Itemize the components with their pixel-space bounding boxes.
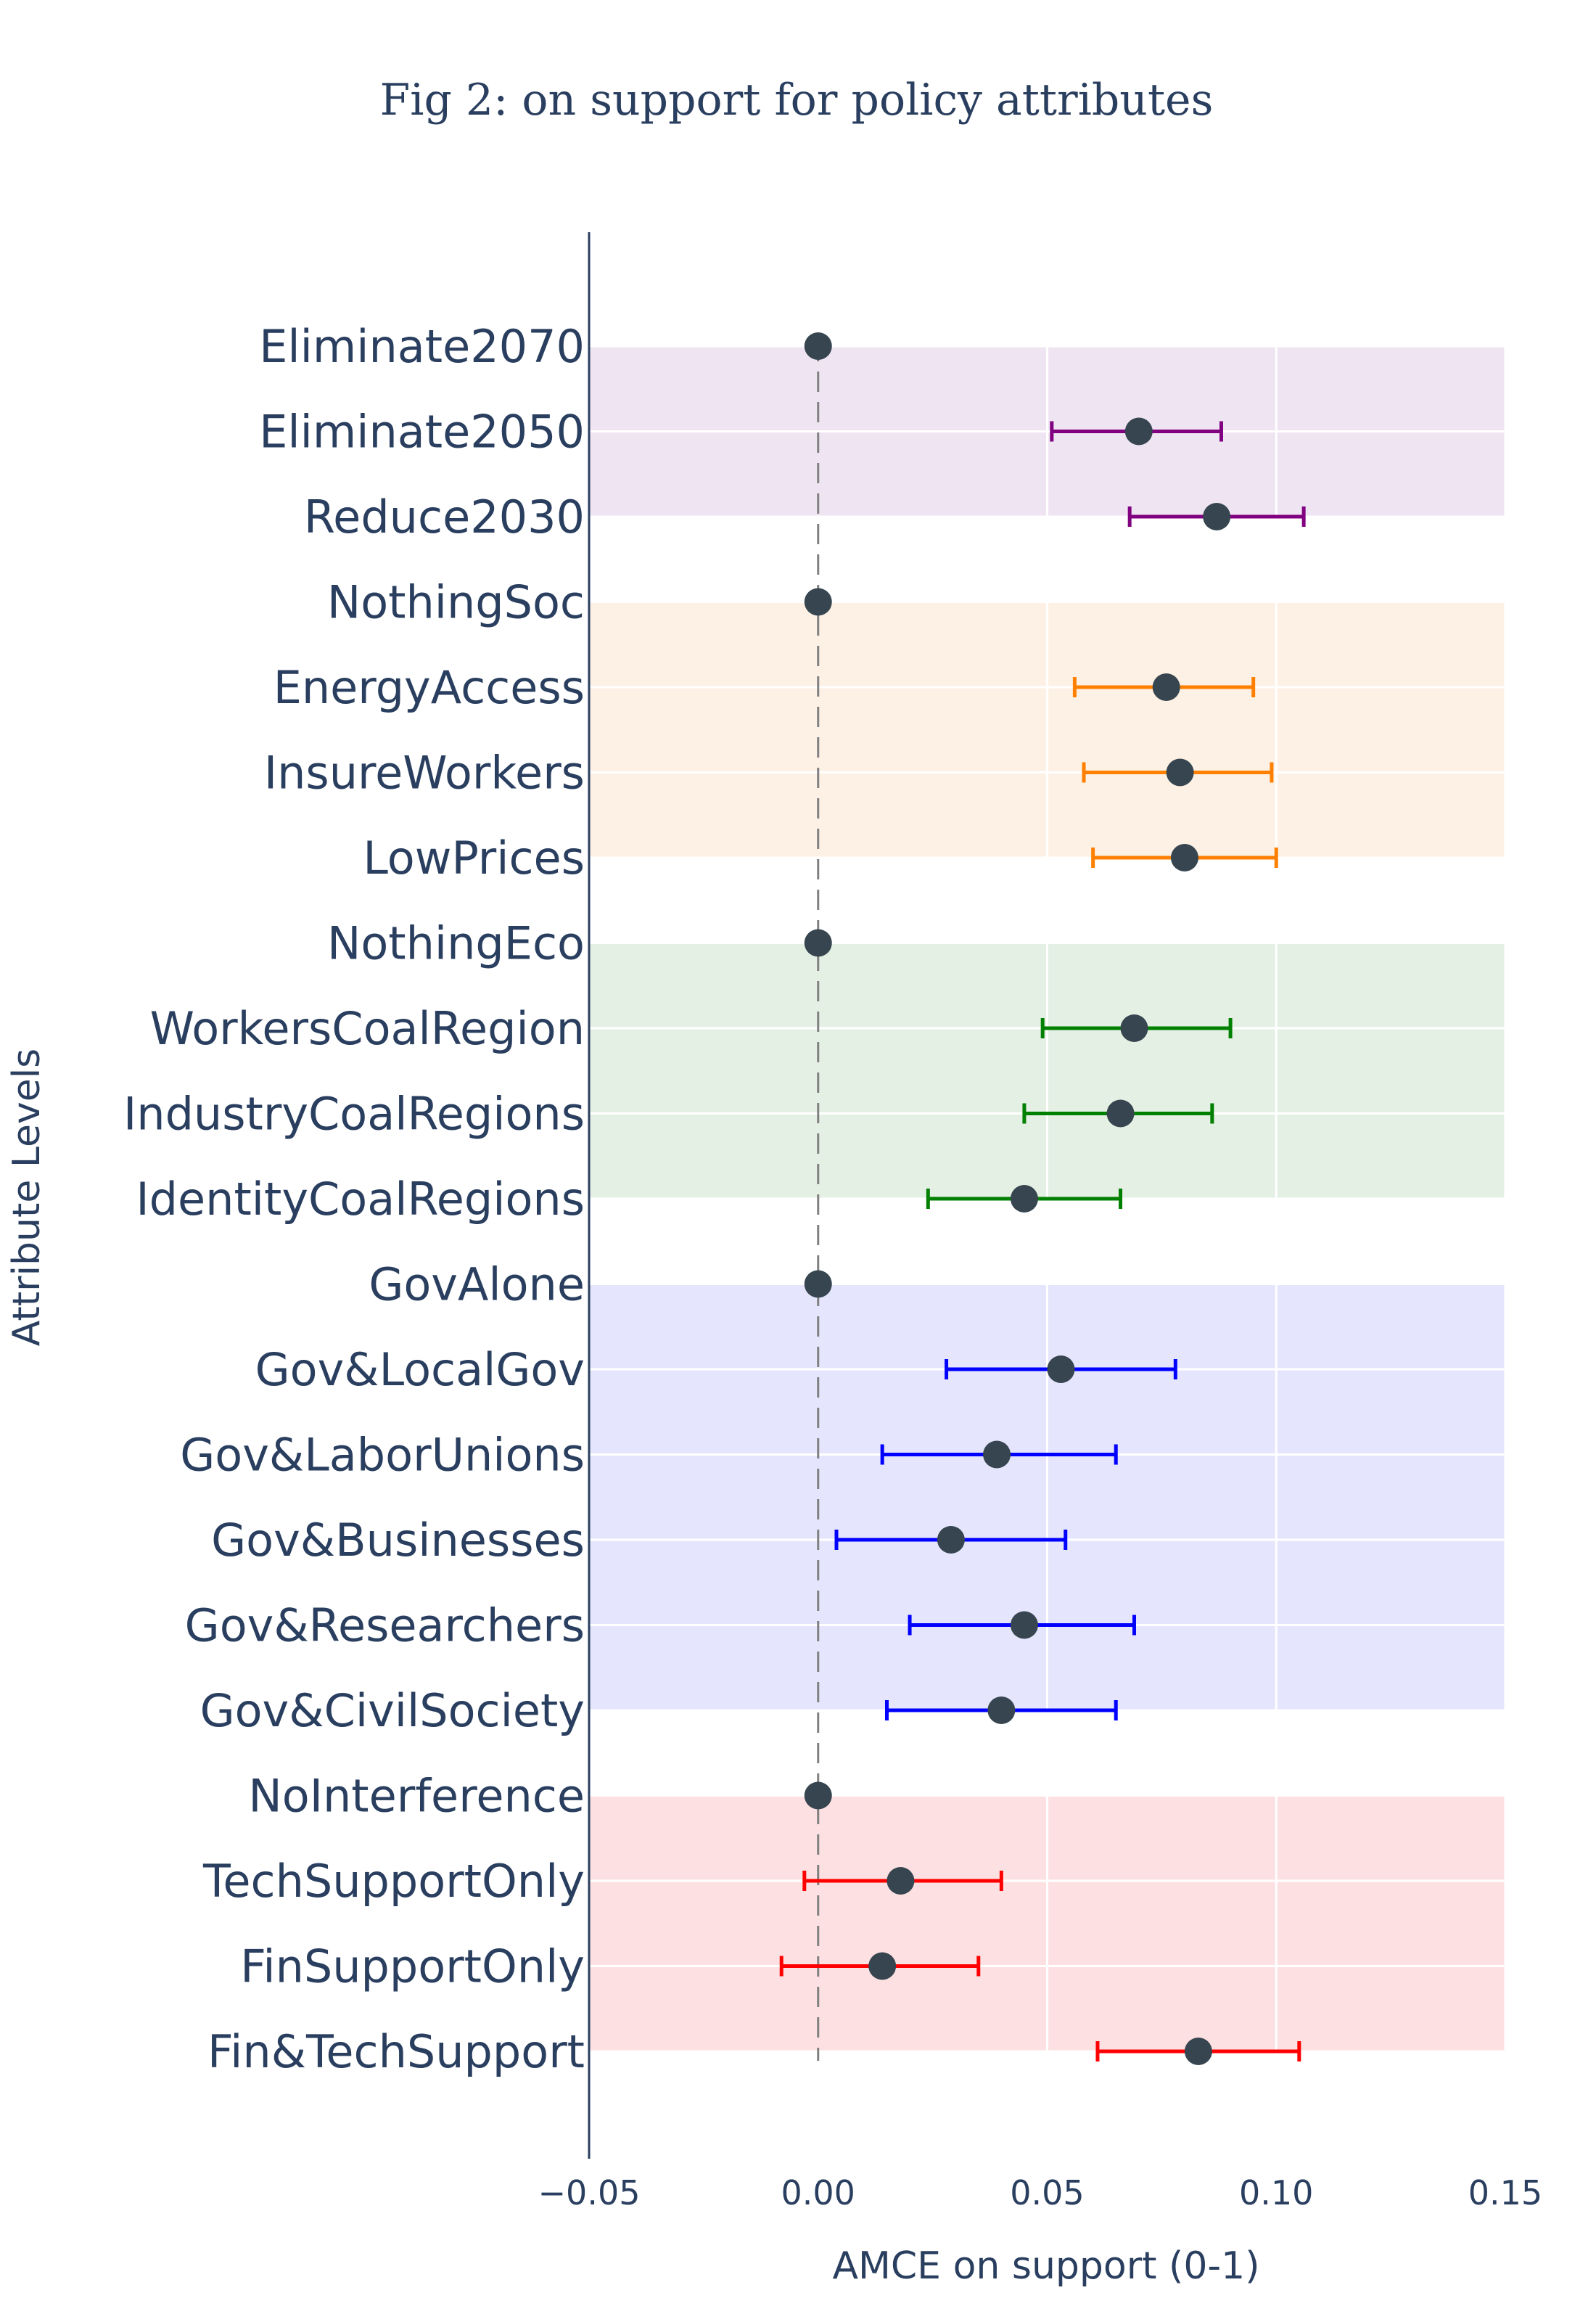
point-marker <box>1047 1355 1075 1383</box>
category-label: Gov&LocalGov <box>255 1343 585 1396</box>
category-label: NothingEco <box>327 917 585 970</box>
category-label: GovAlone <box>369 1258 585 1311</box>
point-marker <box>1106 1099 1135 1128</box>
point-marker <box>868 1952 897 1980</box>
point-marker <box>1152 673 1180 701</box>
x-tick-label: −0.05 <box>538 2173 641 2212</box>
category-label: NothingSoc <box>327 576 585 629</box>
category-labels: Eliminate2070 Eliminate2050 Reduce2030 Noth… <box>123 320 585 2078</box>
category-label: Reduce2030 <box>304 491 585 543</box>
category-label: Gov&CivilSociety <box>200 1684 585 1737</box>
error-bars <box>779 421 1306 2062</box>
x-tick-labels: −0.05 0.00 0.05 0.10 0.15 <box>538 2173 1543 2212</box>
category-label: Gov&LaborUnions <box>180 1429 585 1482</box>
category-label: EnergyAccess <box>273 661 585 714</box>
point-marker <box>1184 2038 1212 2065</box>
point-marker <box>1166 758 1194 787</box>
category-label: Eliminate2050 <box>259 406 585 459</box>
category-label: Gov&Businesses <box>211 1514 585 1567</box>
point-marker <box>1010 1185 1038 1213</box>
point-estimates <box>804 332 1231 2065</box>
category-label: Fin&TechSupport <box>207 2025 585 2078</box>
point-marker <box>887 1867 915 1895</box>
point-marker <box>1170 844 1198 871</box>
x-axis-title: AMCE on support (0-1) <box>832 2244 1259 2288</box>
chart-title: Fig 2: on support for policy attributes <box>380 75 1214 126</box>
point-marker <box>987 1697 1016 1724</box>
category-label: WorkersCoalRegion <box>150 1002 585 1055</box>
category-label: IndustryCoalRegions <box>123 1088 585 1141</box>
category-label: Eliminate2070 <box>259 320 585 373</box>
point-marker <box>804 1781 832 1810</box>
category-label: NoInterference <box>248 1770 585 1823</box>
category-label: LowPrices <box>363 832 585 885</box>
x-tick-label: 0.00 <box>781 2173 855 2212</box>
point-marker <box>1010 1611 1038 1639</box>
x-tick-label: 0.15 <box>1468 2173 1542 2212</box>
point-marker <box>804 588 832 616</box>
x-tick-label: 0.05 <box>1010 2173 1084 2212</box>
point-marker <box>804 332 832 360</box>
category-label: Gov&Researchers <box>185 1599 585 1652</box>
point-marker <box>983 1440 1011 1469</box>
point-marker <box>804 929 832 957</box>
x-tick-label: 0.10 <box>1239 2173 1313 2212</box>
point-marker <box>937 1526 965 1554</box>
y-axis-title: Attribute Levels <box>5 1049 49 1347</box>
point-marker <box>1124 417 1153 446</box>
point-marker <box>1120 1014 1148 1042</box>
category-label: InsureWorkers <box>264 747 585 800</box>
point-marker <box>1203 503 1231 530</box>
category-label: IdentityCoalRegions <box>136 1173 585 1226</box>
category-label: FinSupportOnly <box>240 1940 585 1993</box>
point-marker <box>804 1270 832 1298</box>
category-label: TechSupportOnly <box>202 1855 585 1908</box>
